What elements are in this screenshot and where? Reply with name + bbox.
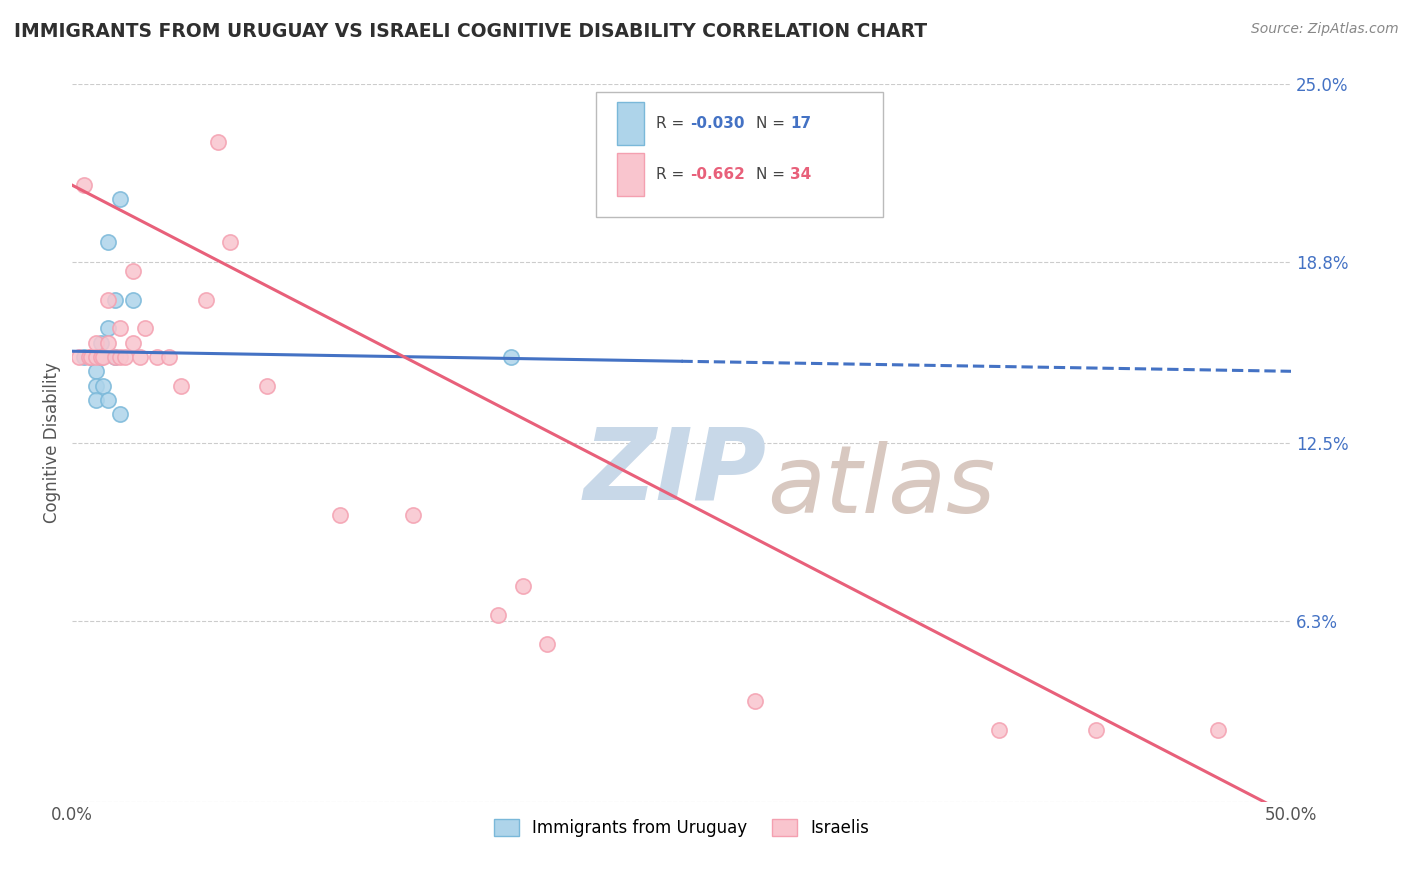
Point	[90, 350, 112, 364]
Text: 17: 17	[790, 116, 811, 131]
Point	[1206, 723, 1229, 737]
Point	[73, 178, 96, 192]
Point	[146, 350, 169, 364]
Text: -0.662: -0.662	[690, 167, 745, 182]
Point	[219, 235, 242, 250]
Point	[114, 350, 136, 364]
Point	[170, 378, 193, 392]
Point	[80, 350, 103, 364]
Text: ZIP: ZIP	[583, 423, 766, 520]
Point	[512, 579, 534, 593]
Point	[110, 321, 132, 335]
Y-axis label: Cognitive Disability: Cognitive Disability	[44, 362, 60, 524]
Point	[97, 321, 120, 335]
Point	[104, 350, 127, 364]
Point	[256, 378, 278, 392]
Legend: Immigrants from Uruguay, Israelis: Immigrants from Uruguay, Israelis	[486, 812, 876, 844]
Point	[104, 350, 127, 364]
Point	[121, 335, 143, 350]
Point	[104, 293, 127, 307]
Point	[84, 378, 107, 392]
Text: Source: ZipAtlas.com: Source: ZipAtlas.com	[1251, 22, 1399, 37]
Point	[97, 235, 120, 250]
FancyBboxPatch shape	[596, 92, 883, 217]
Point	[84, 350, 107, 364]
Point	[67, 350, 90, 364]
Point	[97, 392, 120, 407]
Point	[128, 350, 150, 364]
Point	[110, 350, 132, 364]
Point	[536, 637, 558, 651]
Point	[207, 135, 229, 149]
Point	[121, 293, 143, 307]
Point	[194, 293, 217, 307]
Point	[134, 321, 156, 335]
Point	[91, 378, 114, 392]
Text: -0.030: -0.030	[690, 116, 744, 131]
Point	[80, 350, 103, 364]
FancyBboxPatch shape	[617, 153, 644, 195]
Point	[744, 694, 766, 708]
Text: R =: R =	[655, 116, 689, 131]
Text: N =: N =	[756, 116, 790, 131]
Point	[402, 508, 425, 522]
Point	[77, 350, 100, 364]
Point	[90, 335, 112, 350]
Point	[157, 350, 180, 364]
Text: R =: R =	[655, 167, 689, 182]
Text: N =: N =	[756, 167, 790, 182]
Point	[73, 350, 96, 364]
Point	[499, 350, 522, 364]
Point	[987, 723, 1010, 737]
Point	[90, 350, 112, 364]
Text: IMMIGRANTS FROM URUGUAY VS ISRAELI COGNITIVE DISABILITY CORRELATION CHART: IMMIGRANTS FROM URUGUAY VS ISRAELI COGNI…	[14, 22, 927, 41]
Text: atlas: atlas	[766, 441, 995, 532]
Point	[121, 264, 143, 278]
Point	[84, 335, 107, 350]
Point	[488, 608, 510, 623]
Point	[91, 350, 114, 364]
Point	[97, 335, 120, 350]
Text: 34: 34	[790, 167, 811, 182]
Point	[110, 407, 132, 421]
Point	[110, 192, 132, 206]
FancyBboxPatch shape	[617, 103, 644, 145]
Point	[84, 392, 107, 407]
Point	[84, 364, 107, 378]
Point	[329, 508, 352, 522]
Point	[97, 293, 120, 307]
Point	[1085, 723, 1108, 737]
